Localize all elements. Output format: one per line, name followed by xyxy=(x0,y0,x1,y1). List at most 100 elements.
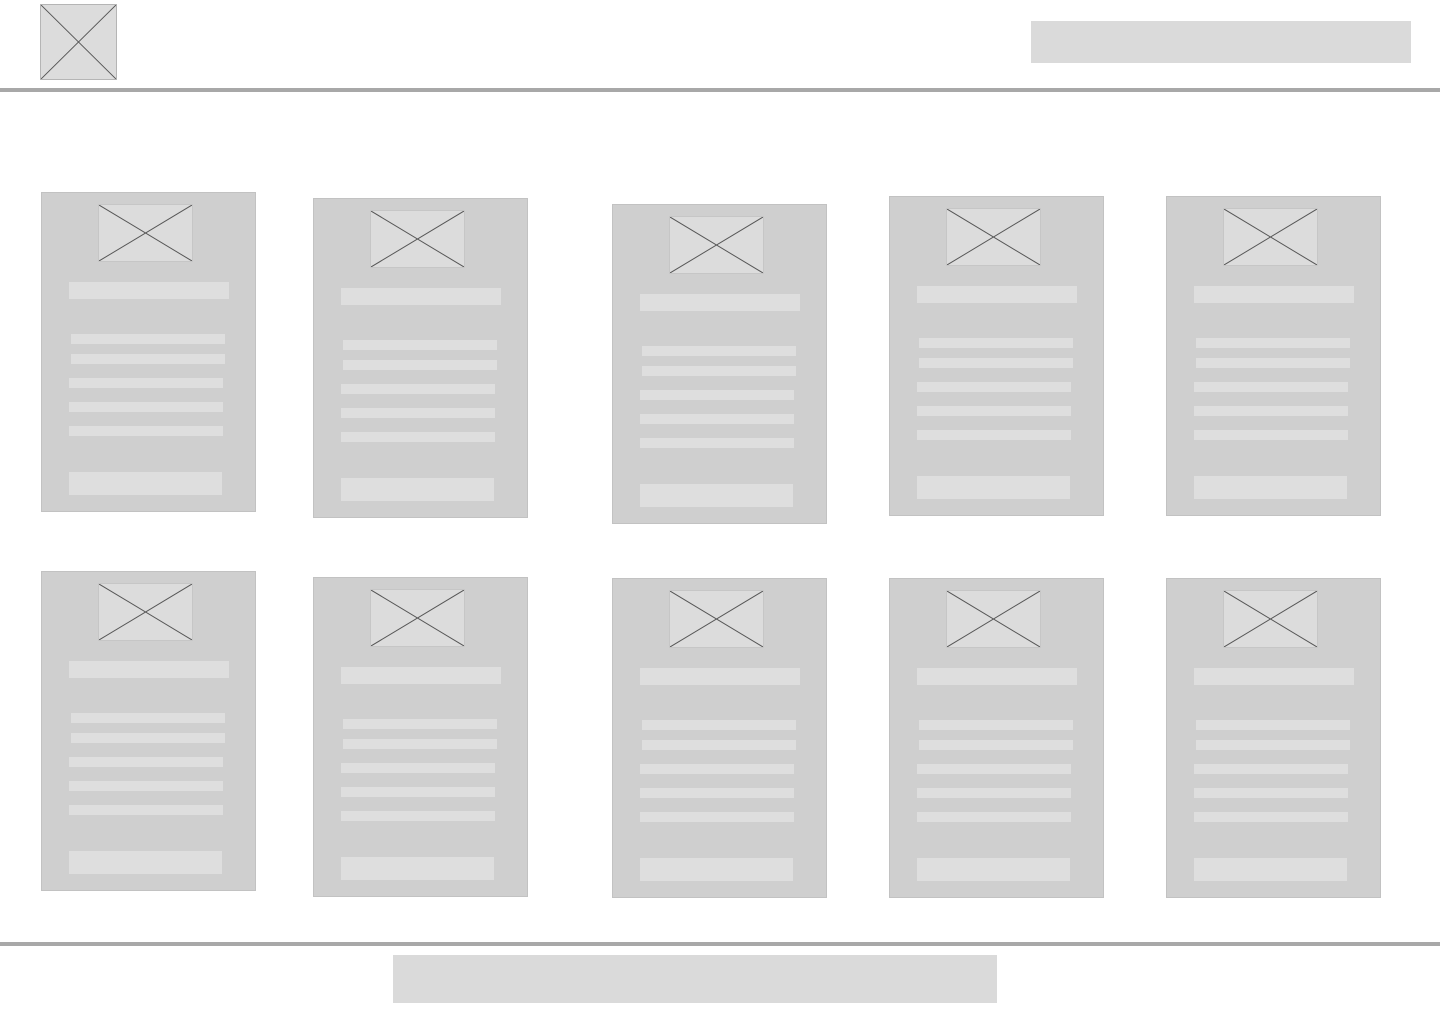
product-text-line xyxy=(640,764,794,774)
product-thumbnail[interactable] xyxy=(1223,208,1318,266)
product-card[interactable] xyxy=(41,571,256,891)
image-placeholder-icon xyxy=(947,591,1040,647)
product-title-placeholder xyxy=(917,668,1077,685)
product-card[interactable] xyxy=(313,198,528,518)
product-text-line xyxy=(919,740,1073,750)
product-action-button[interactable] xyxy=(917,476,1070,499)
image-placeholder-icon xyxy=(670,591,763,647)
product-action-button[interactable] xyxy=(341,478,494,501)
image-placeholder-icon xyxy=(670,217,763,273)
product-text-line xyxy=(640,390,794,400)
product-card[interactable] xyxy=(1166,196,1381,516)
product-text-line xyxy=(341,763,495,773)
product-thumbnail[interactable] xyxy=(669,216,764,274)
image-placeholder-icon xyxy=(99,205,192,261)
product-text-line xyxy=(1194,812,1348,822)
product-text-line xyxy=(917,382,1071,392)
product-action-button[interactable] xyxy=(341,857,494,880)
header-divider xyxy=(0,88,1440,92)
product-card[interactable] xyxy=(41,192,256,512)
product-text-line xyxy=(71,334,225,344)
product-text-line xyxy=(642,740,796,750)
product-title-placeholder xyxy=(1194,286,1354,303)
product-text-line xyxy=(341,432,495,442)
product-title-placeholder xyxy=(69,282,229,299)
product-text-line xyxy=(919,358,1073,368)
product-text-line xyxy=(1194,788,1348,798)
product-action-button[interactable] xyxy=(69,851,222,874)
product-card[interactable] xyxy=(889,578,1104,898)
product-text-line xyxy=(71,354,225,364)
product-text-line xyxy=(343,739,497,749)
product-text-line xyxy=(642,720,796,730)
product-card[interactable] xyxy=(612,204,827,524)
product-thumbnail[interactable] xyxy=(946,208,1041,266)
image-placeholder-icon xyxy=(99,584,192,640)
product-text-line xyxy=(640,788,794,798)
product-action-button[interactable] xyxy=(640,484,793,507)
product-text-line xyxy=(640,812,794,822)
product-text-line xyxy=(640,414,794,424)
product-text-line xyxy=(917,788,1071,798)
product-card[interactable] xyxy=(1166,578,1381,898)
product-text-line xyxy=(343,360,497,370)
product-text-line xyxy=(1194,406,1348,416)
product-text-line xyxy=(642,366,796,376)
footer-bar[interactable] xyxy=(393,955,997,1003)
product-text-line xyxy=(1194,764,1348,774)
product-text-line xyxy=(1194,382,1348,392)
product-action-button[interactable] xyxy=(917,858,1070,881)
product-thumbnail[interactable] xyxy=(370,210,465,268)
product-thumbnail[interactable] xyxy=(98,583,193,641)
image-placeholder-icon xyxy=(371,211,464,267)
product-title-placeholder xyxy=(1194,668,1354,685)
product-title-placeholder xyxy=(640,668,800,685)
product-title-placeholder xyxy=(640,294,800,311)
product-title-placeholder xyxy=(917,286,1077,303)
product-thumbnail[interactable] xyxy=(98,204,193,262)
product-card[interactable] xyxy=(889,196,1104,516)
product-text-line xyxy=(69,805,223,815)
product-text-line xyxy=(341,384,495,394)
product-action-button[interactable] xyxy=(640,858,793,881)
product-text-line xyxy=(71,733,225,743)
product-text-line xyxy=(69,378,223,388)
product-text-line xyxy=(341,787,495,797)
search-bar[interactable] xyxy=(1031,21,1411,63)
image-placeholder-icon xyxy=(41,5,116,79)
product-title-placeholder xyxy=(341,288,501,305)
product-text-line xyxy=(343,719,497,729)
product-text-line xyxy=(640,438,794,448)
product-thumbnail[interactable] xyxy=(946,590,1041,648)
product-text-line xyxy=(341,811,495,821)
product-title-placeholder xyxy=(341,667,501,684)
product-thumbnail[interactable] xyxy=(370,589,465,647)
product-action-button[interactable] xyxy=(1194,858,1347,881)
product-title-placeholder xyxy=(69,661,229,678)
product-text-line xyxy=(919,720,1073,730)
product-thumbnail[interactable] xyxy=(1223,590,1318,648)
product-text-line xyxy=(343,340,497,350)
product-card[interactable] xyxy=(313,577,528,897)
product-text-line xyxy=(1196,358,1350,368)
image-placeholder-icon xyxy=(947,209,1040,265)
product-text-line xyxy=(69,781,223,791)
image-placeholder-icon xyxy=(1224,209,1317,265)
logo[interactable] xyxy=(40,4,117,80)
product-text-line xyxy=(69,426,223,436)
product-text-line xyxy=(917,430,1071,440)
product-card[interactable] xyxy=(612,578,827,898)
product-text-line xyxy=(71,713,225,723)
image-placeholder-icon xyxy=(1224,591,1317,647)
product-text-line xyxy=(341,408,495,418)
product-text-line xyxy=(69,757,223,767)
product-text-line xyxy=(1196,720,1350,730)
product-text-line xyxy=(917,406,1071,416)
product-text-line xyxy=(919,338,1073,348)
product-action-button[interactable] xyxy=(69,472,222,495)
product-text-line xyxy=(69,402,223,412)
product-text-line xyxy=(917,812,1071,822)
product-text-line xyxy=(917,764,1071,774)
product-thumbnail[interactable] xyxy=(669,590,764,648)
product-action-button[interactable] xyxy=(1194,476,1347,499)
